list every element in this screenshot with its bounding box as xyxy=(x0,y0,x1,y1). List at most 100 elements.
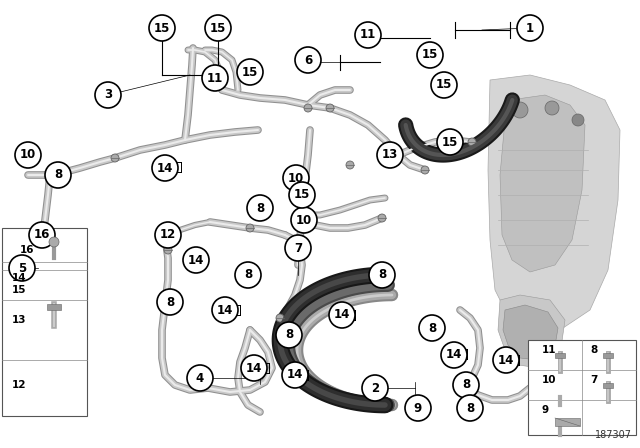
Polygon shape xyxy=(498,295,565,368)
Circle shape xyxy=(202,65,228,91)
Text: 8: 8 xyxy=(244,268,252,281)
Circle shape xyxy=(246,224,254,232)
Circle shape xyxy=(405,395,431,421)
Text: 12: 12 xyxy=(12,380,26,390)
Circle shape xyxy=(545,101,559,115)
Circle shape xyxy=(212,297,238,323)
Circle shape xyxy=(187,365,213,391)
Text: 15: 15 xyxy=(242,65,258,78)
Circle shape xyxy=(15,142,41,168)
Circle shape xyxy=(453,372,479,398)
Bar xyxy=(2,228,87,416)
Text: 10: 10 xyxy=(296,214,312,227)
Text: 14: 14 xyxy=(446,349,462,362)
Circle shape xyxy=(419,315,445,341)
Text: 8: 8 xyxy=(466,401,474,414)
Text: 8: 8 xyxy=(590,345,597,355)
Circle shape xyxy=(49,237,59,247)
Text: 15: 15 xyxy=(294,189,310,202)
Text: 13: 13 xyxy=(12,315,26,325)
Circle shape xyxy=(326,104,334,112)
Circle shape xyxy=(51,382,57,388)
Circle shape xyxy=(291,207,317,233)
Text: 8: 8 xyxy=(462,379,470,392)
Circle shape xyxy=(111,154,119,162)
Circle shape xyxy=(417,42,443,68)
Text: 14: 14 xyxy=(12,273,27,283)
Circle shape xyxy=(346,161,354,169)
Circle shape xyxy=(282,362,308,388)
Text: 11: 11 xyxy=(542,345,557,355)
Circle shape xyxy=(431,72,457,98)
Text: 13: 13 xyxy=(382,148,398,161)
Circle shape xyxy=(157,289,183,315)
Circle shape xyxy=(517,15,543,41)
Circle shape xyxy=(247,195,273,221)
Circle shape xyxy=(304,104,312,112)
Circle shape xyxy=(355,22,381,48)
Circle shape xyxy=(441,342,467,368)
Circle shape xyxy=(283,165,309,191)
Circle shape xyxy=(155,222,181,248)
Text: 9: 9 xyxy=(414,401,422,414)
Circle shape xyxy=(572,114,584,126)
Text: 15: 15 xyxy=(422,48,438,61)
Text: 14: 14 xyxy=(217,303,233,316)
Circle shape xyxy=(95,82,121,108)
Text: 8: 8 xyxy=(378,268,386,281)
Circle shape xyxy=(50,274,58,282)
Circle shape xyxy=(421,166,429,174)
Text: 15: 15 xyxy=(210,22,226,34)
Polygon shape xyxy=(47,377,61,393)
Text: 8: 8 xyxy=(428,322,436,335)
Text: 187307: 187307 xyxy=(595,430,632,440)
Text: 8: 8 xyxy=(54,168,62,181)
Circle shape xyxy=(47,271,61,285)
Circle shape xyxy=(457,395,483,421)
Circle shape xyxy=(557,388,563,393)
Text: 16: 16 xyxy=(34,228,50,241)
Text: 11: 11 xyxy=(207,72,223,85)
Circle shape xyxy=(276,322,302,348)
Circle shape xyxy=(377,142,403,168)
Text: 10: 10 xyxy=(288,172,304,185)
Circle shape xyxy=(149,15,175,41)
Text: 3: 3 xyxy=(104,89,112,102)
Circle shape xyxy=(295,47,321,73)
Text: 14: 14 xyxy=(157,161,173,175)
Circle shape xyxy=(29,222,55,248)
Text: 14: 14 xyxy=(498,353,514,366)
Circle shape xyxy=(237,59,263,85)
Circle shape xyxy=(241,355,267,381)
Polygon shape xyxy=(503,305,558,360)
Text: 15: 15 xyxy=(154,22,170,34)
Text: 8: 8 xyxy=(166,296,174,309)
Circle shape xyxy=(205,15,231,41)
Bar xyxy=(603,353,613,358)
Text: 1: 1 xyxy=(526,22,534,34)
Polygon shape xyxy=(555,415,565,427)
Circle shape xyxy=(164,301,172,309)
Text: 8: 8 xyxy=(256,202,264,215)
Polygon shape xyxy=(488,75,620,335)
Polygon shape xyxy=(500,95,585,272)
Circle shape xyxy=(512,102,528,118)
Text: 14: 14 xyxy=(188,254,204,267)
Bar xyxy=(555,418,580,426)
Text: 12: 12 xyxy=(160,228,176,241)
Text: 11: 11 xyxy=(360,29,376,42)
Bar xyxy=(555,353,565,358)
Circle shape xyxy=(9,255,35,281)
Bar xyxy=(47,304,61,310)
Circle shape xyxy=(276,314,284,322)
Text: 15: 15 xyxy=(12,285,26,295)
Text: 14: 14 xyxy=(287,369,303,382)
Circle shape xyxy=(369,262,395,288)
Text: 5: 5 xyxy=(18,262,26,275)
Text: 15: 15 xyxy=(436,78,452,91)
Text: 9: 9 xyxy=(542,405,549,415)
Polygon shape xyxy=(555,385,565,397)
Circle shape xyxy=(285,235,311,261)
Text: 8: 8 xyxy=(285,328,293,341)
Bar xyxy=(603,383,613,388)
